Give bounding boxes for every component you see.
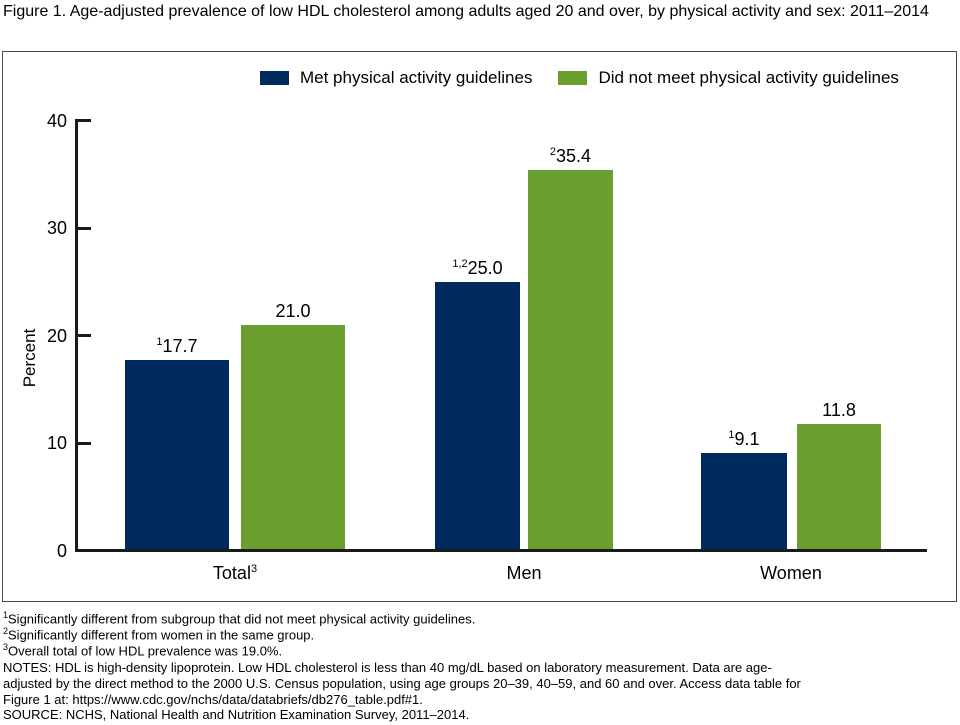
footnote-marker: 3 bbox=[250, 563, 258, 575]
category-label-total: Total3 bbox=[135, 562, 335, 584]
x-axis-line bbox=[75, 549, 927, 552]
legend-item-met: Met physical activity guidelines bbox=[260, 68, 532, 88]
bar-met-women bbox=[701, 452, 787, 552]
label-text: Women bbox=[760, 563, 822, 583]
footnote-marker: 1 bbox=[156, 336, 163, 349]
y-axis-tick bbox=[78, 226, 91, 230]
footnote-marker: 1 bbox=[3, 610, 9, 620]
footnote-source: SOURCE: NCHS, National Health and Nutrit… bbox=[3, 707, 813, 723]
y-tick-label: 10 bbox=[46, 433, 67, 453]
bar-met-total bbox=[125, 360, 229, 552]
y-axis-line bbox=[75, 119, 78, 552]
y-tick-label: 30 bbox=[46, 218, 67, 238]
value-label-did-not-meet-total: 21.0 bbox=[223, 300, 363, 322]
category-label-men: Men bbox=[424, 562, 624, 584]
y-axis-tick bbox=[78, 441, 91, 445]
bar-did-not-meet-men bbox=[528, 169, 613, 552]
category-label-women: Women bbox=[691, 562, 891, 584]
value-label-did-not-meet-men: 235.4 bbox=[501, 145, 641, 167]
legend-item-did-not-meet: Did not meet physical activity guideline… bbox=[558, 68, 899, 88]
footnote-marker: 2 bbox=[549, 145, 557, 158]
figure-title: Figure 1. Age-adjusted prevalence of low… bbox=[3, 3, 929, 20]
value-label-did-not-meet-women: 11.8 bbox=[769, 399, 909, 421]
footnotes: 1Significantly different from subgroup t… bbox=[3, 611, 813, 723]
label-text: 25.0 bbox=[467, 257, 503, 278]
bar-did-not-meet-total bbox=[241, 324, 345, 552]
label-text: Total bbox=[212, 563, 251, 583]
label-text: Men bbox=[506, 563, 542, 583]
footnote-marker: 3 bbox=[3, 642, 9, 653]
label-text: 11.8 bbox=[822, 399, 856, 420]
y-tick-label: 0 bbox=[56, 540, 67, 561]
footnote-marker: 1,2 bbox=[452, 257, 468, 270]
bar-did-not-meet-women bbox=[797, 423, 881, 552]
footnote-3: 3Overall total of low HDL prevalence was… bbox=[3, 643, 813, 659]
legend-label: Did not meet physical activity guideline… bbox=[598, 68, 899, 87]
y-axis-tick bbox=[78, 119, 91, 122]
label-text: 9.1 bbox=[734, 428, 760, 449]
label-text: 35.4 bbox=[556, 145, 592, 166]
footnote-text: SOURCE: NCHS, National Health and Nutrit… bbox=[3, 707, 470, 723]
chart-legend: Met physical activity guidelines Did not … bbox=[260, 68, 899, 88]
y-axis-tick bbox=[78, 334, 91, 337]
legend-swatch-green bbox=[558, 71, 588, 85]
value-label-met-women: 19.1 bbox=[674, 428, 814, 450]
value-label-met-men: 1,225.0 bbox=[408, 257, 548, 279]
label-text: 21.0 bbox=[275, 300, 311, 321]
value-label-met-total: 117.7 bbox=[107, 335, 247, 357]
y-tick-label: 40 bbox=[46, 110, 67, 131]
label-text: 17.7 bbox=[162, 336, 198, 357]
chart-panel: Met physical activity guidelines Did not … bbox=[2, 51, 957, 602]
footnote-2: 2Significantly different from women in t… bbox=[3, 627, 813, 643]
legend-swatch-navy bbox=[260, 71, 289, 85]
bar-met-men bbox=[435, 281, 520, 552]
footnote-marker: 2 bbox=[3, 626, 9, 637]
footnote-text: Overall total of low HDL prevalence was … bbox=[8, 643, 283, 659]
plot-area: Percent 0 10 20 30 40 117.7 1,225.0 19.1 21.0 235… bbox=[3, 52, 956, 601]
y-axis-title: Percent bbox=[20, 328, 39, 388]
footnote-text: Significantly different from subgroup th… bbox=[8, 611, 476, 627]
footnote-notes: NOTES: HDL is high-density lipoprotein. … bbox=[3, 660, 813, 708]
legend-label: Met physical activity guidelines bbox=[300, 68, 533, 87]
footnote-text: Significantly different from women in th… bbox=[8, 627, 315, 643]
footnote-1: 1Significantly different from subgroup t… bbox=[3, 611, 813, 627]
footnote-text: NOTES: HDL is high-density lipoprotein. … bbox=[3, 659, 801, 707]
y-tick-label: 20 bbox=[46, 325, 67, 346]
footnote-marker: 1 bbox=[728, 428, 735, 441]
